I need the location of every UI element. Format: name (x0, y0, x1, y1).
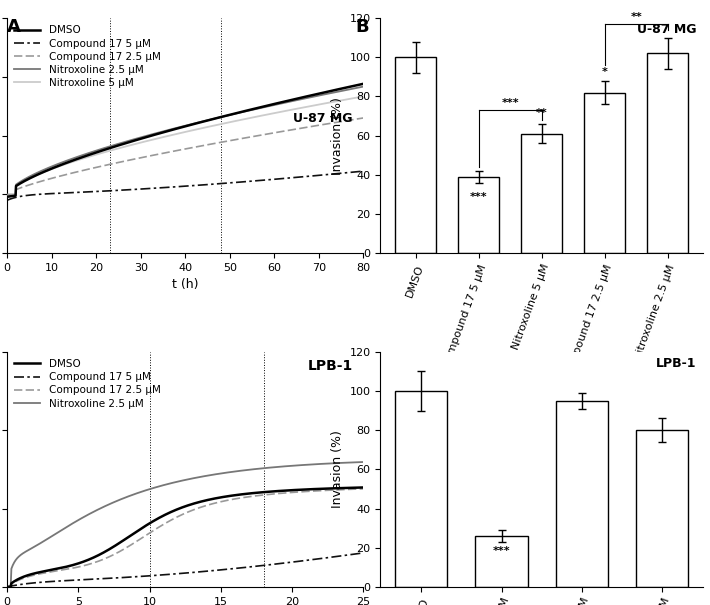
Text: ***: *** (470, 192, 488, 203)
Text: ***: *** (493, 546, 510, 556)
Bar (556, 401, 608, 587)
Bar (458, 177, 499, 253)
Y-axis label: Invasion (%): Invasion (%) (331, 430, 344, 508)
Text: *: * (602, 67, 608, 77)
Bar (636, 430, 688, 587)
Bar (395, 391, 447, 587)
Legend: DMSO, Compound 17 5 μM, Compound 17 2.5 μM, Nitroxoline 2.5 μM: DMSO, Compound 17 5 μM, Compound 17 2.5 … (12, 357, 163, 411)
Bar (395, 57, 436, 253)
Text: **: ** (630, 12, 642, 22)
Text: **: ** (536, 108, 547, 118)
Y-axis label: Invasion (%): Invasion (%) (331, 97, 344, 175)
Bar (648, 53, 688, 253)
Text: LPB-1: LPB-1 (656, 356, 697, 370)
Bar (476, 536, 528, 587)
Bar (521, 134, 562, 253)
Text: U-87 MG: U-87 MG (293, 112, 353, 125)
Bar (584, 93, 626, 253)
Text: B: B (355, 18, 368, 36)
Text: A: A (7, 18, 21, 36)
Text: U-87 MG: U-87 MG (637, 23, 697, 36)
Text: LPB-1: LPB-1 (307, 359, 353, 373)
Text: ***: *** (501, 98, 519, 108)
Legend: DMSO, Compound 17 5 μM, Compound 17 2.5 μM, Nitroxoline 2.5 μM, Nitroxoline 5 μM: DMSO, Compound 17 5 μM, Compound 17 2.5 … (12, 24, 163, 90)
X-axis label: t (h): t (h) (172, 278, 199, 292)
